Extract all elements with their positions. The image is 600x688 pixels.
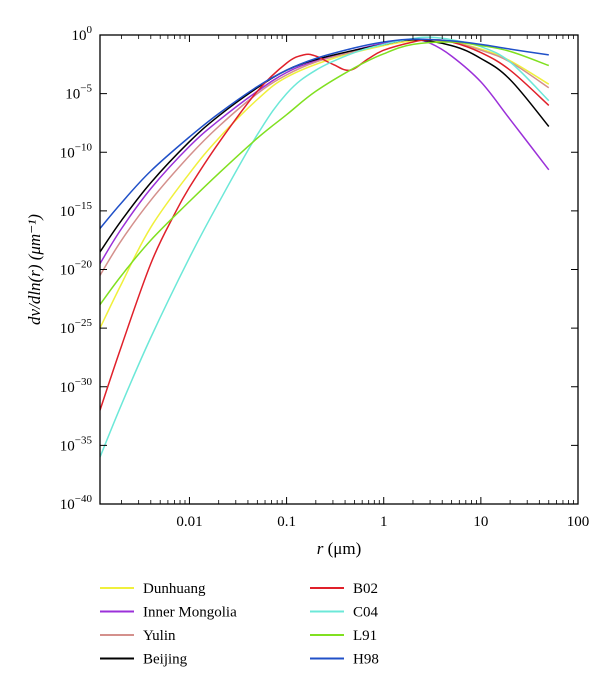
y-axis-title: dv/dln(r) (μm⁻¹) [25, 214, 44, 325]
legend-label: Beijing [143, 652, 188, 668]
y-tick-label: 100 [72, 24, 93, 44]
series-line-l91 [100, 41, 550, 306]
y-tick-label: 10−30 [60, 376, 93, 396]
legend-label: C04 [353, 605, 379, 621]
x-tick-label: 0.1 [277, 514, 296, 530]
series-line-yulin [100, 38, 550, 276]
x-tick-label: 10 [473, 514, 488, 530]
x-axis-title: r (μm) [317, 539, 362, 558]
y-tick-label: 10−20 [60, 259, 93, 279]
plot-lines [100, 36, 550, 458]
axis-ticks: 0.01 0.1 1 10 100 100 10−5 10−10 10−15 10−20 10−25… [60, 24, 589, 530]
series-line-beijing [100, 38, 550, 253]
legend-label: L91 [353, 628, 377, 644]
y-tick-label: 10−5 [65, 83, 92, 103]
plot-frame [99, 34, 579, 505]
legend-label: B02 [353, 581, 378, 597]
x-tick-label: 1 [380, 514, 388, 530]
x-tick-label: 0.01 [176, 514, 202, 530]
legend-label: Dunhuang [143, 581, 206, 597]
legend-label: Yulin [143, 628, 176, 644]
y-tick-label: 10−15 [60, 200, 93, 220]
series-line-b02 [100, 38, 550, 411]
series-line-c04 [100, 36, 550, 458]
series-line-inner-mongolia [100, 38, 550, 264]
y-tick-label: 10−25 [60, 317, 93, 337]
y-tick-label: 10−10 [60, 141, 93, 161]
legend-label: H98 [353, 652, 379, 668]
y-tick-label: 10−35 [60, 434, 93, 454]
x-tick-label: 100 [567, 514, 590, 530]
legend-label: Inner Mongolia [143, 605, 237, 621]
legend: Dunhuang Inner Mongolia Yulin Beijing B02 C04… [100, 581, 379, 668]
y-tick-label: 10−40 [60, 493, 93, 513]
series-line-h98 [100, 38, 549, 229]
